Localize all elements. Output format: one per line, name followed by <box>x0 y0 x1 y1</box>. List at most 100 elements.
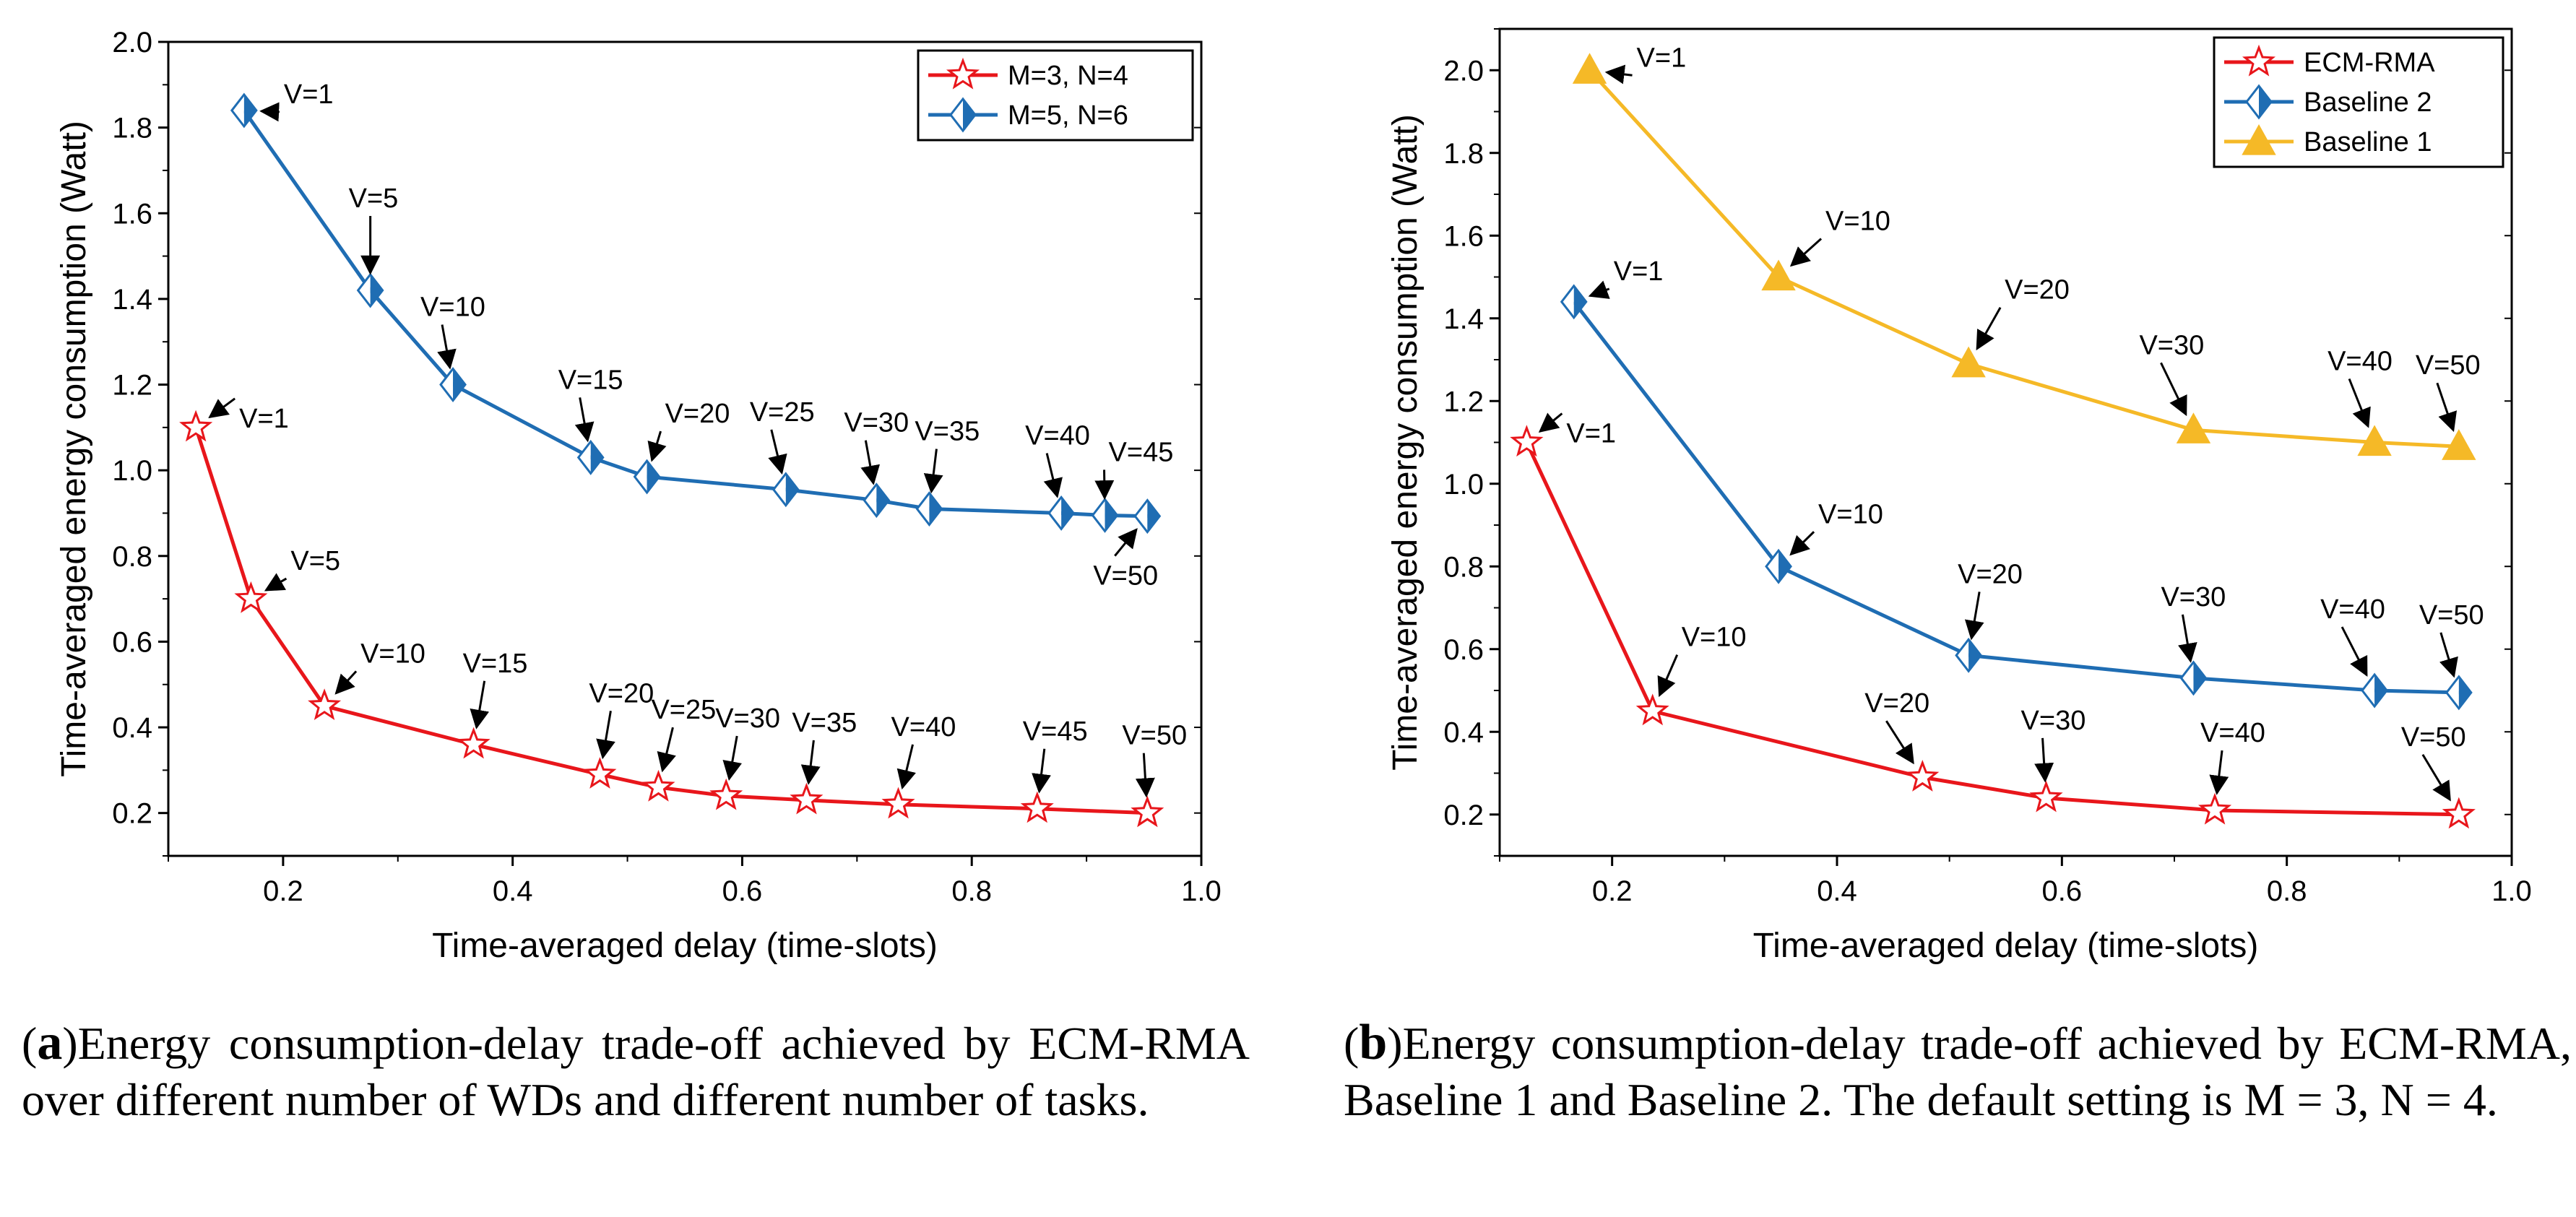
point-label-a-1-0: V=1 <box>284 79 334 110</box>
point-label-a-0-6: V=30 <box>715 703 780 734</box>
data-point-a-1-3 <box>579 441 603 473</box>
legend-label-b-1: Baseline 2 <box>2304 87 2432 118</box>
y-tick-label-a-6: 1.4 <box>112 284 152 316</box>
point-label-a-1-1: V=5 <box>349 183 399 214</box>
data-point-a-1-4 <box>635 461 660 493</box>
series-line-a-1 <box>244 111 1147 516</box>
y-tick-label-a-2: 0.6 <box>112 626 152 658</box>
data-point-a-1-9-left <box>1093 499 1105 531</box>
point-arrow-a-1-3 <box>580 397 588 440</box>
y-tick-label-a-0: 0.2 <box>112 798 152 830</box>
legend-a: M=3, N=4M=5, N=6 <box>918 51 1193 140</box>
data-point-a-0-10 <box>1133 799 1161 825</box>
data-point-a-1-2-right <box>453 369 465 401</box>
point-label-a-0-9: V=45 <box>1023 716 1088 747</box>
data-point-b-1-3-left <box>2181 662 2193 694</box>
data-point-a-1-5-left <box>774 474 786 506</box>
data-point-a-0-6 <box>712 781 740 807</box>
point-arrow-b-2-2 <box>1977 308 2000 349</box>
point-label-b-1-3: V=30 <box>2161 582 2226 612</box>
point-label-a-0-1: V=5 <box>290 546 340 576</box>
point-arrow-a-0-8 <box>902 745 912 788</box>
x-tick-label-b-3: 0.8 <box>2267 875 2307 907</box>
point-label-a-1-9: V=45 <box>1109 437 1174 467</box>
data-point-a-0-1 <box>237 584 264 610</box>
data-point-b-1-2 <box>1956 639 1981 671</box>
point-arrow-a-0-7 <box>808 740 813 783</box>
series-line-a-0 <box>196 428 1147 813</box>
point-arrow-a-0-1 <box>266 579 286 590</box>
data-point-a-1-4-left <box>635 461 647 493</box>
point-label-b-0-4: V=40 <box>2200 718 2265 748</box>
data-point-b-1-3-right <box>2193 662 2205 694</box>
point-label-a-1-7: V=35 <box>915 417 980 447</box>
point-arrow-a-1-2 <box>442 325 450 368</box>
point-label-b-1-2: V=20 <box>1958 559 2023 589</box>
y-tick-label-b-6: 1.4 <box>1443 303 1484 335</box>
x-tick-label-a-1: 0.4 <box>493 875 533 907</box>
data-point-b-1-4-left <box>2362 675 2374 706</box>
data-point-a-1-6-right <box>876 485 889 516</box>
legend-label-a-1: M=5, N=6 <box>1008 100 1128 131</box>
data-point-b-0-1 <box>1639 697 1667 723</box>
x-tick-label-a-4: 1.0 <box>1181 875 1222 907</box>
point-arrow-b-1-0 <box>1590 289 1609 296</box>
y-tick-label-b-4: 1.0 <box>1443 469 1484 501</box>
data-point-b-1-1-right <box>1778 550 1791 582</box>
point-arrow-b-1-4 <box>2342 627 2367 675</box>
data-point-b-1-5 <box>2447 677 2471 709</box>
point-label-b-1-0: V=1 <box>1614 256 1664 287</box>
point-label-a-0-2: V=10 <box>360 638 425 669</box>
series-a-1: V=1V=5V=10V=15V=20 V=25 V=30 V=35 V=40V=45V=… <box>232 79 1173 592</box>
x-tick-label-b-0: 0.2 <box>1592 875 1633 907</box>
data-point-a-1-10-left <box>1135 501 1147 532</box>
data-point-a-0-8 <box>885 790 912 816</box>
point-arrow-a-1-6 <box>865 441 873 483</box>
chart-b: 0.2 0.4 0.6 0.8 1.0 0.2 0.4 0.6 0.8 1.0 1.2 1.4 1.6 1… <box>1288 0 2576 1011</box>
data-point-b-1-4-right <box>2374 675 2387 706</box>
y-axis-label-b: Time-averaged energy consumption (Watt) <box>1386 114 1425 771</box>
point-arrow-b-2-1 <box>1791 239 1821 266</box>
point-label-a-1-3: V=15 <box>558 365 623 395</box>
y-tick-label-b-8: 1.8 <box>1443 138 1484 170</box>
chart-a: 0.2 0.4 0.6 0.8 1.0 0.2 0.4 0.6 0.8 1.0 1.2 1.4 1.6 1… <box>0 0 1288 1011</box>
point-arrow-b-2-4 <box>2349 379 2368 427</box>
y-tick-label-b-0: 0.2 <box>1443 800 1484 831</box>
point-arrow-a-1-10 <box>1115 529 1136 555</box>
point-arrow-a-1-8 <box>1047 453 1057 496</box>
point-label-a-1-2: V=10 <box>420 293 485 323</box>
caption-b-tag: b <box>1359 1015 1387 1070</box>
caption-b: (b)Energy consumption-delay trade-off ac… <box>1344 1015 2572 1128</box>
data-point-a-1-3-left <box>579 441 591 473</box>
point-arrow-a-0-4 <box>602 711 610 757</box>
data-point-a-1-9-right <box>1105 499 1118 531</box>
data-point-a-0-5 <box>644 773 672 799</box>
y-tick-label-b-9: 2.0 <box>1443 55 1484 87</box>
data-point-b-1-0-left <box>1562 286 1574 318</box>
data-point-b-2-2 <box>1953 348 1984 377</box>
data-point-a-1-7-right <box>929 493 941 525</box>
point-label-b-2-1: V=10 <box>1825 207 1890 237</box>
x-tick-label-b-2: 0.6 <box>2042 875 2083 907</box>
point-label-a-0-3: V=15 <box>463 649 528 679</box>
data-point-b-1-2-left <box>1956 639 1968 671</box>
point-arrow-b-0-1 <box>1659 655 1677 696</box>
data-point-b-0-4 <box>2201 796 2229 822</box>
y-tick-label-a-8: 1.8 <box>112 113 152 144</box>
point-arrow-a-0-6 <box>729 736 737 779</box>
data-point-a-0-0 <box>182 413 209 439</box>
data-point-a-1-6 <box>864 485 889 516</box>
point-arrow-a-0-9 <box>1040 749 1045 792</box>
data-point-a-1-8-right <box>1061 497 1073 529</box>
point-label-b-1-4: V=40 <box>2320 594 2385 625</box>
legend-label-b-2: Baseline 1 <box>2304 127 2432 157</box>
y-tick-label-b-5: 1.2 <box>1443 386 1484 417</box>
data-point-b-2-0 <box>1574 54 1606 83</box>
series-line-b-0 <box>1526 443 2458 815</box>
point-arrow-b-1-2 <box>1971 592 1979 638</box>
data-point-b-0-2 <box>1909 763 1936 789</box>
data-point-a-0-9 <box>1024 794 1051 820</box>
point-label-b-2-0: V=1 <box>1637 43 1687 73</box>
point-arrow-a-0-10 <box>1144 753 1146 796</box>
point-arrow-a-1-4 <box>652 431 660 460</box>
